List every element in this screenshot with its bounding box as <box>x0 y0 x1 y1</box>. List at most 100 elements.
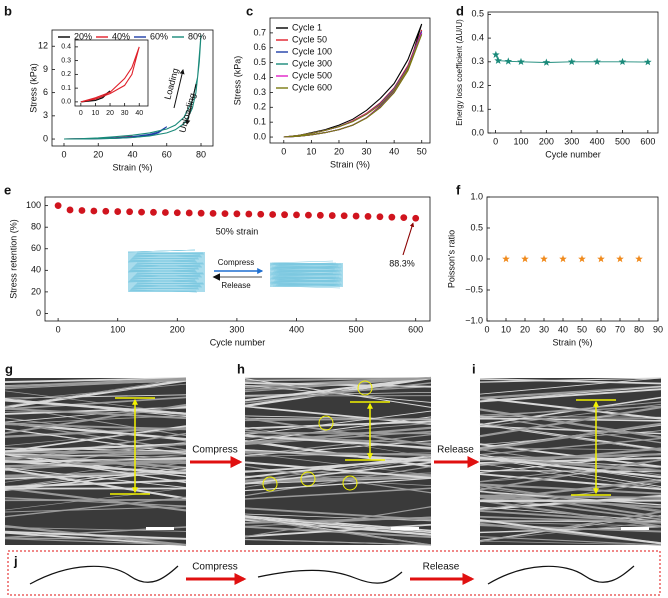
point <box>233 210 241 218</box>
fiber <box>134 264 203 268</box>
sem-fiber <box>244 458 432 473</box>
sem-fiber <box>479 459 662 482</box>
sem-fiber <box>479 437 662 456</box>
fiber <box>127 249 196 253</box>
sem-fiber <box>479 515 662 524</box>
x-axis-label: Strain (%) <box>330 159 370 169</box>
sem-fiber <box>479 377 662 383</box>
y-tick-label: 0.3 <box>61 57 71 64</box>
plot-frame <box>74 39 149 107</box>
point <box>316 211 324 219</box>
sem-fiber <box>4 414 187 425</box>
sem-fiber <box>4 425 187 453</box>
sem-fiber <box>479 377 662 395</box>
sem-fiber <box>479 540 662 546</box>
star-marker <box>502 255 510 263</box>
sem-fiber <box>244 450 432 456</box>
y-tick-label: 0.5 <box>253 57 266 67</box>
legend-label: Cycle 100 <box>292 46 332 56</box>
series-line <box>80 46 140 103</box>
y-tick-label: 0.4 <box>61 44 71 51</box>
x-tick-label: 400 <box>289 324 304 334</box>
x-tick-label: 600 <box>640 136 655 146</box>
sem-fiber <box>244 472 432 481</box>
point <box>197 209 205 217</box>
plot-frame <box>269 17 431 144</box>
panel-label: d <box>456 3 464 18</box>
sem-fiber <box>479 494 662 499</box>
highlight-circle <box>300 471 316 487</box>
star-marker <box>540 255 548 263</box>
point <box>245 210 253 218</box>
x-tick-label: 20 <box>334 146 344 156</box>
x-tick-label: 30 <box>362 146 372 156</box>
x-tick-label: 0 <box>281 146 286 156</box>
fiber <box>131 257 200 260</box>
point <box>173 209 181 217</box>
fiber <box>136 282 205 285</box>
sem-fiber <box>244 452 432 457</box>
sem-fiber <box>4 379 187 390</box>
point <box>388 213 396 221</box>
sem-fiber <box>479 484 662 513</box>
sem-fiber <box>244 449 432 463</box>
y-tick-label: 20 <box>31 286 41 296</box>
x-tick-label: 60 <box>162 149 172 159</box>
panel-label: e <box>4 182 11 197</box>
step-label: Release <box>423 562 460 573</box>
sem-fiber <box>244 516 432 524</box>
sem-fiber <box>244 382 432 404</box>
sem-fiber <box>479 463 662 489</box>
sem-fiber <box>4 423 187 431</box>
y-tick-label: 0.5 <box>470 222 483 232</box>
sem-fiber <box>4 403 187 435</box>
legend-label: Cycle 500 <box>292 70 332 80</box>
annotation: Loading <box>162 67 180 101</box>
point <box>221 210 229 218</box>
sem-fiber <box>4 530 187 540</box>
y-tick-label: 0.0 <box>61 99 71 106</box>
sem-fiber <box>479 396 662 420</box>
point <box>66 206 74 214</box>
schematic-frame <box>7 550 661 596</box>
sem-fiber <box>4 466 187 489</box>
legend-label: 80% <box>188 31 206 41</box>
plot-frame <box>486 196 659 322</box>
fiber-curve <box>487 565 635 585</box>
sem-fiber <box>4 442 187 453</box>
x-tick-label: 0 <box>56 324 61 334</box>
y-tick-label: 100 <box>26 200 41 210</box>
x-tick-label: 20 <box>106 110 114 117</box>
x-tick-label: 100 <box>513 136 528 146</box>
scale-bar <box>391 527 419 530</box>
x-tick-label: 0 <box>79 110 83 117</box>
fiber <box>135 272 204 275</box>
y-axis-label: Poisson's ratio <box>446 230 456 288</box>
fiber <box>135 262 204 265</box>
step-label: Compress <box>192 445 238 456</box>
y-tick-label: 0.7 <box>253 27 266 37</box>
sem-fiber <box>4 411 187 414</box>
highlight-circle <box>262 476 278 492</box>
legend-label: 60% <box>150 31 168 41</box>
plot-frame <box>487 11 659 134</box>
sem-fiber <box>4 479 187 488</box>
sem-fiber <box>4 447 187 452</box>
y-tick-label: 3 <box>43 110 48 120</box>
fiber <box>278 265 343 268</box>
x-axis-label: Strain (%) <box>552 337 592 347</box>
x-tick-label: 600 <box>408 324 423 334</box>
panel-label: f <box>456 182 461 197</box>
x-tick-label: 10 <box>501 324 511 334</box>
x-axis-label: Cycle number <box>545 149 601 159</box>
y-tick-label: 12 <box>38 41 48 51</box>
x-tick-label: 500 <box>615 136 630 146</box>
sem-fiber <box>479 495 662 509</box>
point <box>185 209 193 217</box>
y-tick-label: 9 <box>43 64 48 74</box>
sem-fiber <box>4 453 187 484</box>
x-tick-label: 40 <box>127 149 137 159</box>
y-tick-label: 1.0 <box>470 191 483 201</box>
legend-label: Cycle 50 <box>292 34 327 44</box>
